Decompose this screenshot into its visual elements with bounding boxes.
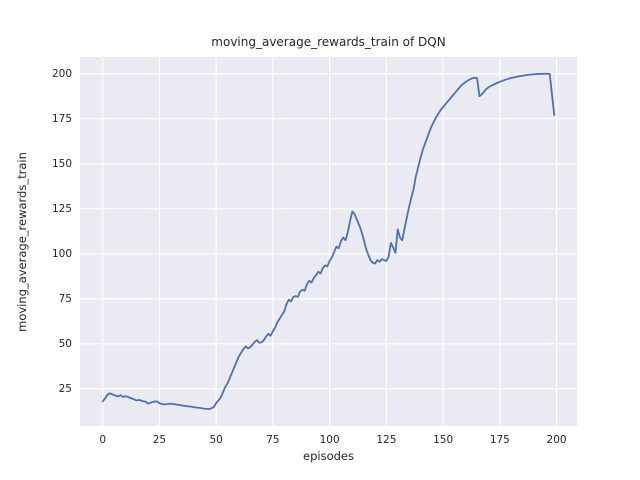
chart-title: moving_average_rewards_train of DQN xyxy=(211,35,446,49)
x-axis-label: episodes xyxy=(303,449,354,463)
y-tick-label: 50 xyxy=(59,338,72,350)
y-tick-label: 75 xyxy=(59,293,72,305)
x-tick-label: 150 xyxy=(433,434,453,446)
y-tick-label: 175 xyxy=(52,113,72,125)
plot-area xyxy=(80,57,577,426)
x-tick-label: 175 xyxy=(490,434,510,446)
y-tick-label: 100 xyxy=(52,248,72,260)
y-axis-label: moving_average_rewards_train xyxy=(15,152,29,332)
y-tick-label: 125 xyxy=(52,203,72,215)
x-tick-label: 200 xyxy=(547,434,567,446)
x-tick-label: 25 xyxy=(153,434,166,446)
y-tick-label: 150 xyxy=(52,158,72,170)
x-tick-label: 100 xyxy=(320,434,340,446)
x-tick-label: 0 xyxy=(99,434,106,446)
y-tick-label: 25 xyxy=(59,383,72,395)
reward-line-series xyxy=(101,72,556,410)
x-tick-label: 50 xyxy=(209,434,222,446)
x-tick-label: 75 xyxy=(266,434,279,446)
y-tick-label: 200 xyxy=(52,68,72,80)
x-tick-label: 125 xyxy=(376,434,396,446)
